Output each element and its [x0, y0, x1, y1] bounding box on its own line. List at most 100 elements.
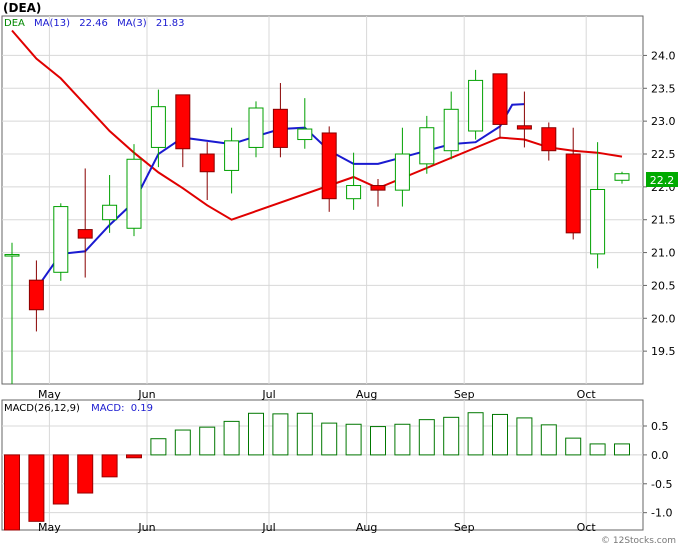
candle [541, 122, 557, 161]
month-label: Oct [577, 388, 597, 401]
legend-ma13-label: MA(13) [34, 18, 70, 29]
candle [443, 91, 459, 160]
legend-ma3-label: MA(3) [117, 18, 147, 29]
candle [346, 152, 362, 210]
candle [297, 98, 313, 149]
candle [4, 242, 20, 384]
candle [419, 115, 435, 174]
candle [614, 171, 630, 184]
candle [468, 69, 484, 140]
macd-bar [77, 454, 94, 494]
macd-bar [248, 412, 264, 456]
candle-body [28, 279, 44, 311]
candle [370, 178, 386, 207]
candle-body [394, 153, 410, 191]
month-label: Sep [454, 521, 475, 534]
price-panel-frame [1, 15, 644, 385]
month-label: Oct [577, 521, 597, 534]
candle [77, 168, 93, 278]
macd-bar [199, 426, 216, 456]
macd-bar [443, 416, 460, 456]
candle [224, 127, 240, 194]
macd-bar [394, 423, 411, 456]
candle-body [321, 132, 337, 200]
candle-body [77, 229, 93, 239]
candle [199, 142, 215, 200]
macd-legend: MACD(26,12,9) MACD: 0.19 [4, 403, 153, 414]
candle-body [565, 153, 581, 234]
candle [590, 142, 606, 269]
candle-layer [4, 69, 630, 384]
candle-body [541, 127, 557, 152]
macd-bar [565, 437, 582, 456]
macd-bar [101, 454, 118, 478]
price-tick-label: 20.5 [651, 279, 676, 292]
candle-body [614, 173, 630, 181]
candle-body [346, 185, 362, 200]
candle-body [468, 79, 484, 132]
candle-body [126, 158, 142, 229]
macd-bar-layer [4, 412, 630, 531]
macd-tick-label: 0.5 [651, 420, 669, 433]
price-tick-label: 20.0 [651, 312, 676, 325]
candle-body [224, 140, 240, 171]
legend-ma13-value: 22.46 [79, 18, 108, 29]
macd-bar [589, 443, 606, 456]
macd-bar [418, 419, 435, 456]
candle-body [590, 188, 606, 255]
candle [321, 126, 337, 212]
month-label: Sep [454, 388, 475, 401]
macd-bar [223, 420, 240, 456]
macd-bar [614, 443, 630, 456]
price-tick-label: 23.0 [651, 115, 676, 128]
macd-legend-value: 0.19 [131, 403, 153, 414]
price-tick-label: 23.5 [651, 82, 676, 95]
candle [175, 94, 191, 168]
month-label: Aug [356, 521, 377, 534]
macd-panel-frame [1, 399, 644, 531]
candle-body [370, 185, 386, 191]
candle [565, 127, 581, 240]
watermark: © 12Stocks.com [601, 536, 676, 546]
month-label: May [38, 388, 61, 401]
macd-bar [492, 413, 508, 456]
macd-bar [296, 412, 313, 456]
candle-body [4, 254, 20, 257]
macd-legend-label: MACD(26,12,9) [4, 403, 80, 414]
macd-bar [4, 454, 20, 531]
candle-body [516, 125, 532, 130]
macd-bar [28, 454, 45, 522]
price-tick-label: 22.5 [651, 148, 676, 161]
last-price-badge [646, 172, 678, 187]
candle [53, 203, 69, 281]
month-label: Jul [261, 388, 275, 401]
last-price-label: 22.2 [650, 174, 675, 187]
candle-body [492, 73, 508, 125]
candle [150, 89, 166, 168]
candle-body [102, 204, 118, 221]
candle [394, 127, 410, 207]
candle-body [175, 94, 191, 150]
candle-body [150, 106, 166, 148]
macd-bar [467, 412, 484, 456]
candle [248, 101, 264, 158]
month-label: Aug [356, 388, 377, 401]
month-label: Jun [137, 521, 155, 534]
candle-body [297, 128, 313, 141]
candle [126, 144, 142, 237]
price-tick-label: 24.0 [651, 49, 676, 62]
month-label: Jun [137, 388, 155, 401]
macd-tick-label: 0.0 [651, 449, 669, 462]
candle [102, 175, 118, 233]
price-tick-label: 19.5 [651, 345, 676, 358]
macd-bar [150, 438, 167, 456]
macd-bar [540, 424, 557, 456]
macd-bar [370, 426, 386, 456]
macd-bar [52, 454, 69, 505]
candle-body [419, 127, 435, 165]
macd-bar [516, 417, 533, 456]
price-tick-label: 21.0 [651, 247, 676, 260]
price-tick-label: 21.5 [651, 214, 676, 227]
